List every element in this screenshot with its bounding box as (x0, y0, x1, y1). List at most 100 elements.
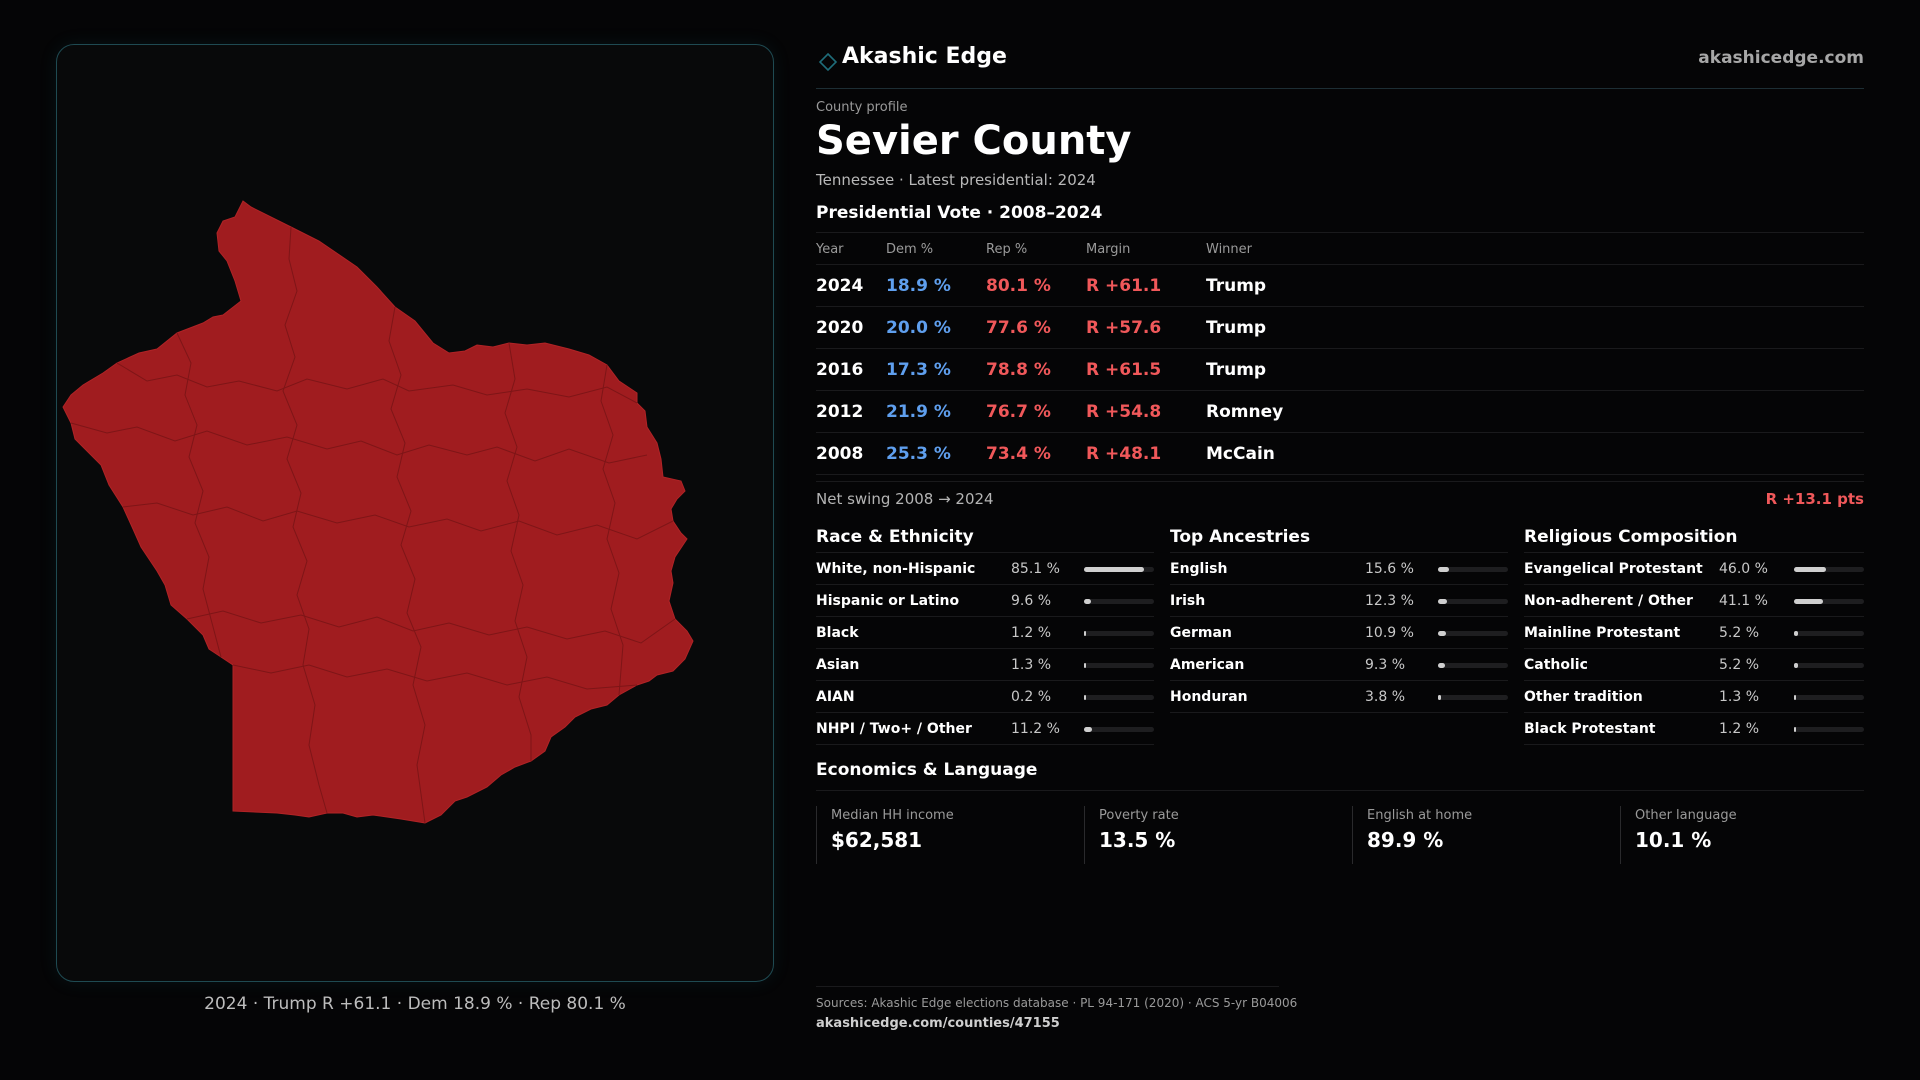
share-bar-track (1794, 695, 1864, 700)
race-title: Race & Ethnicity (816, 522, 1154, 553)
stat-row-label: German (1170, 625, 1232, 641)
cell-year: 2024 (816, 276, 864, 296)
stat-value: 13.5 % (1099, 828, 1176, 852)
ancestry-section: Top Ancestries English 15.6 % Irish 12.3 % G… (1170, 522, 1508, 713)
share-bar-fill (1084, 599, 1091, 604)
cell-dem: 20.0 % (886, 318, 951, 338)
brand-name[interactable]: Akashic Edge (842, 44, 1007, 69)
cell-winner: McCain (1206, 444, 1275, 464)
share-bar-fill (1084, 567, 1144, 572)
share-bar-fill (1794, 599, 1823, 604)
share-bar-track (1794, 567, 1864, 572)
county-map[interactable] (57, 45, 775, 983)
share-bar-track (1794, 599, 1864, 604)
share-bar-track (1084, 663, 1154, 668)
map-caption: 2024 · Trump R +61.1 · Dem 18.9 % · Rep … (204, 994, 626, 1014)
stat-row: Black 1.2 % (816, 617, 1154, 649)
swing-divider (816, 481, 1864, 482)
cell-year: 2016 (816, 360, 864, 380)
stat-row-value: 5.2 % (1719, 657, 1760, 673)
cell-rep: 73.4 % (986, 444, 1051, 464)
cell-margin: R +61.1 (1086, 276, 1162, 296)
stat-row: Other tradition 1.3 % (1524, 681, 1864, 713)
profile-eyebrow: County profile (816, 100, 908, 115)
stat-row: German 10.9 % (1170, 617, 1508, 649)
stat-row-label: White, non-Hispanic (816, 561, 976, 577)
swing-label: Net swing 2008 → 2024 (816, 490, 994, 508)
cell-winner: Trump (1206, 360, 1267, 380)
stat-label: English at home (1367, 808, 1473, 823)
cell-dem: 18.9 % (886, 276, 951, 296)
footer-divider (816, 986, 1279, 987)
page-title: Sevier County (816, 118, 1132, 164)
source-link[interactable]: akashicedge.com/counties/47155 (816, 1016, 1060, 1031)
share-bar-fill (1438, 663, 1445, 668)
economics-divider (816, 790, 1864, 791)
share-bar-fill (1794, 567, 1826, 572)
stat-row-value: 1.3 % (1719, 689, 1760, 705)
cell-dem: 21.9 % (886, 402, 951, 422)
cell-margin: R +61.5 (1086, 360, 1162, 380)
table-row: 2020 20.0 % 77.6 % R +57.6 Trump (816, 307, 1864, 349)
table-row: 2024 18.9 % 80.1 % R +61.1 Trump (816, 265, 1864, 307)
share-bar-fill (1084, 631, 1086, 636)
cell-rep: 80.1 % (986, 276, 1051, 296)
cell-margin: R +48.1 (1086, 444, 1162, 464)
stat-row-label: Asian (816, 657, 860, 673)
economics-cards: Median HH income $62,581 Poverty rate 13… (816, 806, 1864, 866)
share-bar-fill (1084, 727, 1092, 732)
share-bar-track (1084, 567, 1154, 572)
share-bar-fill (1438, 695, 1441, 700)
stat-row: Non-adherent / Other 41.1 % (1524, 585, 1864, 617)
stat-value: 10.1 % (1635, 828, 1712, 852)
col-year: Year (816, 242, 844, 257)
brand-url[interactable]: akashicedge.com (1698, 48, 1864, 68)
page-subtitle: Tennessee · Latest presidential: 2024 (816, 171, 1096, 189)
cell-rep: 77.6 % (986, 318, 1051, 338)
religion-section: Religious Composition Evangelical Protes… (1524, 522, 1864, 745)
stat-row-value: 5.2 % (1719, 625, 1760, 641)
table-row: 2012 21.9 % 76.7 % R +54.8 Romney (816, 391, 1864, 433)
stat-row: Irish 12.3 % (1170, 585, 1508, 617)
stat-row-label: Honduran (1170, 689, 1248, 705)
vote-table: Year Dem % Rep % Margin Winner 2024 18.9… (816, 232, 1864, 475)
sources-note: Sources: Akashic Edge elections database… (816, 996, 1298, 1010)
cell-dem: 25.3 % (886, 444, 951, 464)
share-bar-track (1084, 599, 1154, 604)
stat-row: American 9.3 % (1170, 649, 1508, 681)
share-bar-fill (1794, 631, 1798, 636)
col-dem: Dem % (886, 242, 934, 257)
stat-row: AIAN 0.2 % (816, 681, 1154, 713)
stat-row-value: 12.3 % (1365, 593, 1414, 609)
county-map-panel (56, 44, 774, 982)
stat-label: Poverty rate (1099, 808, 1179, 823)
col-winner: Winner (1206, 242, 1253, 257)
cell-rep: 76.7 % (986, 402, 1051, 422)
share-bar-track (1438, 599, 1508, 604)
stat-row-value: 9.6 % (1011, 593, 1052, 609)
county-shape[interactable] (62, 200, 694, 824)
stat-value: $62,581 (831, 828, 923, 852)
stat-row: Hispanic or Latino 9.6 % (816, 585, 1154, 617)
stat-row-label: Mainline Protestant (1524, 625, 1681, 641)
subdivision-lines (70, 226, 676, 824)
share-bar-track (1794, 663, 1864, 668)
stat-row: White, non-Hispanic 85.1 % (816, 553, 1154, 585)
share-bar-track (1084, 727, 1154, 732)
stat-row-label: Non-adherent / Other (1524, 593, 1693, 609)
share-bar-fill (1438, 631, 1446, 636)
header-divider (816, 88, 1864, 89)
stat-row-label: Irish (1170, 593, 1206, 609)
stat-label: Median HH income (831, 808, 954, 823)
share-bar-track (1084, 631, 1154, 636)
stat-value: 89.9 % (1367, 828, 1444, 852)
cell-year: 2012 (816, 402, 864, 422)
diamond-icon (818, 52, 838, 72)
share-bar-track (1794, 727, 1864, 732)
stat-row-label: Black (816, 625, 859, 641)
stat-card-poverty: Poverty rate 13.5 % (1084, 806, 1334, 864)
share-bar-fill (1084, 663, 1086, 668)
col-margin: Margin (1086, 242, 1131, 257)
stat-row: Honduran 3.8 % (1170, 681, 1508, 713)
stat-row-value: 0.2 % (1011, 689, 1052, 705)
